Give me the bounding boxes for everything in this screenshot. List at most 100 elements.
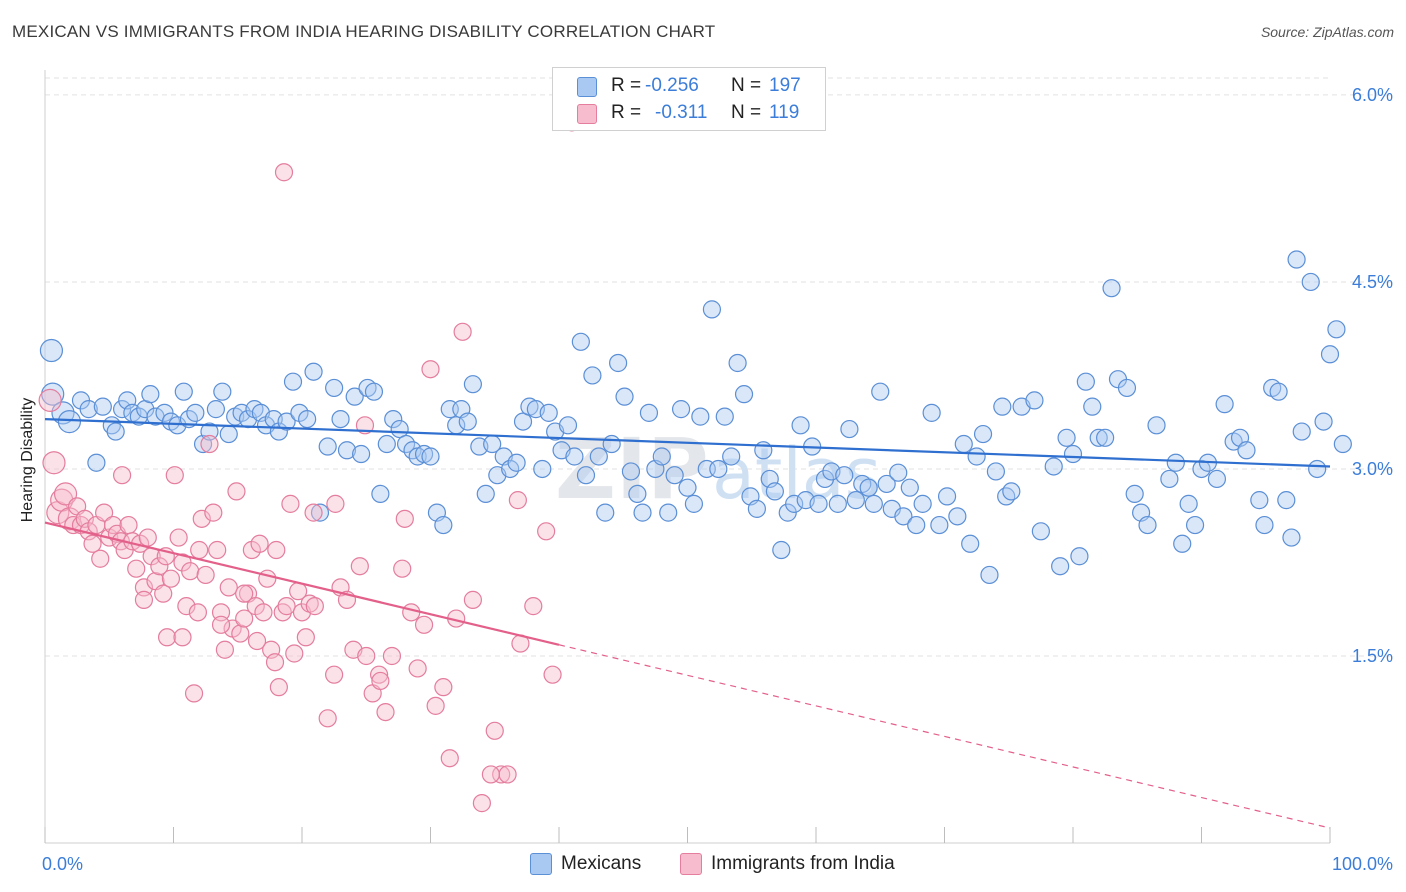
point-mexicans: [859, 478, 878, 497]
point-india: [296, 628, 315, 647]
point-mexicans: [298, 409, 317, 429]
point-india: [269, 678, 288, 697]
bottom-legend-swatch-mexicans: [530, 853, 552, 875]
point-mexicans: [57, 409, 82, 434]
point-mexicans: [1287, 250, 1306, 269]
point-mexicans: [1320, 345, 1340, 364]
bottom-legend-label-mexicans: Mexicans: [561, 853, 642, 874]
chart-title: MEXICAN VS IMMIGRANTS FROM INDIA HEARING…: [12, 22, 716, 41]
point-mexicans: [954, 434, 973, 454]
point-mexicans: [765, 482, 784, 501]
point-india: [537, 522, 556, 541]
point-mexicans: [1166, 453, 1185, 472]
stats-legend: R = -0.256 N = 197 R = -0.311 N = 119: [552, 67, 826, 131]
trendline-india-extension: [558, 644, 1331, 829]
point-mexicans: [967, 447, 986, 466]
point-mexicans: [1057, 428, 1076, 447]
point-mexicans: [900, 478, 919, 497]
point-india: [543, 665, 562, 684]
point-india: [184, 684, 204, 703]
bottom-legend-label-india: Immigrants from India: [711, 853, 895, 874]
point-india: [371, 671, 390, 691]
point-mexicans: [1083, 397, 1102, 416]
point-india: [190, 540, 209, 560]
point-mexicans: [318, 437, 337, 456]
point-mexicans: [277, 412, 296, 431]
point-india: [235, 584, 254, 603]
point-india: [481, 765, 500, 784]
point-mexicans: [200, 422, 219, 441]
point-mexicans: [709, 459, 728, 479]
point-mexicans: [304, 362, 323, 381]
point-mexicans: [1333, 434, 1352, 454]
point-mexicans: [1250, 491, 1269, 510]
point-india: [382, 646, 402, 666]
point-mexicans: [840, 419, 859, 439]
point-mexicans: [907, 515, 926, 535]
point-mexicans: [434, 515, 453, 535]
point-india: [57, 507, 82, 531]
point-india: [267, 540, 286, 560]
point-mexicans: [1025, 391, 1044, 410]
point-india: [281, 494, 300, 513]
point-india: [200, 434, 219, 454]
point-mexicans: [930, 515, 949, 535]
point-mexicans: [1308, 459, 1327, 479]
point-mexicans: [615, 387, 634, 406]
point-mexicans: [973, 424, 993, 444]
point-mexicans: [877, 474, 896, 494]
point-india: [376, 702, 395, 722]
point-mexicans: [507, 453, 526, 472]
point-mexicans: [809, 494, 828, 513]
point-mexicans: [1096, 428, 1115, 447]
point-mexicans: [702, 300, 722, 319]
point-mexicans: [772, 540, 791, 560]
point-mexicans: [1138, 515, 1157, 535]
x-tick-label-max: 100.0%: [1332, 854, 1393, 874]
point-mexicans: [1051, 557, 1070, 576]
point-mexicans: [1160, 469, 1179, 489]
point-mexicans: [79, 400, 98, 419]
point-india: [188, 603, 208, 622]
point-mexicans: [665, 466, 684, 485]
point-india: [524, 597, 543, 616]
point-india: [91, 549, 110, 568]
point-mexicans: [337, 441, 357, 460]
point-india: [138, 528, 157, 547]
point-mexicans: [1117, 378, 1137, 398]
legend-r-label: R =: [611, 75, 642, 96]
point-mexicans: [1044, 457, 1063, 476]
point-india: [134, 590, 154, 609]
point-mexicans: [565, 447, 584, 466]
point-mexicans: [384, 409, 403, 429]
point-india: [408, 659, 427, 678]
point-india: [227, 482, 246, 501]
point-mexicans: [1327, 320, 1346, 339]
point-mexicans: [87, 453, 106, 472]
point-mexicans: [219, 424, 238, 444]
point-mexicans: [1292, 422, 1311, 441]
point-india: [440, 749, 459, 768]
point-mexicans: [922, 403, 941, 422]
point-mexicans: [1269, 382, 1288, 401]
point-india: [161, 569, 181, 588]
point-mexicans: [1070, 547, 1089, 566]
y-tick-label: 4.5%: [1352, 272, 1393, 292]
point-india: [402, 603, 421, 622]
point-mexicans: [1089, 428, 1108, 447]
point-india: [208, 540, 227, 560]
legend-n-label: N =: [731, 102, 762, 123]
point-india: [215, 640, 234, 659]
source-label: Source: ZipAtlas.com: [1260, 24, 1394, 40]
point-mexicans: [421, 447, 440, 466]
point-india: [277, 597, 296, 616]
point-india: [169, 528, 188, 547]
point-mexicans: [734, 385, 754, 404]
point-india: [219, 578, 238, 597]
legend-n-label: N =: [731, 75, 762, 96]
point-india: [250, 534, 269, 553]
point-india: [326, 494, 345, 513]
y-tick-label: 3.0%: [1352, 459, 1393, 479]
point-india: [325, 665, 344, 684]
point-mexicans: [980, 565, 999, 585]
